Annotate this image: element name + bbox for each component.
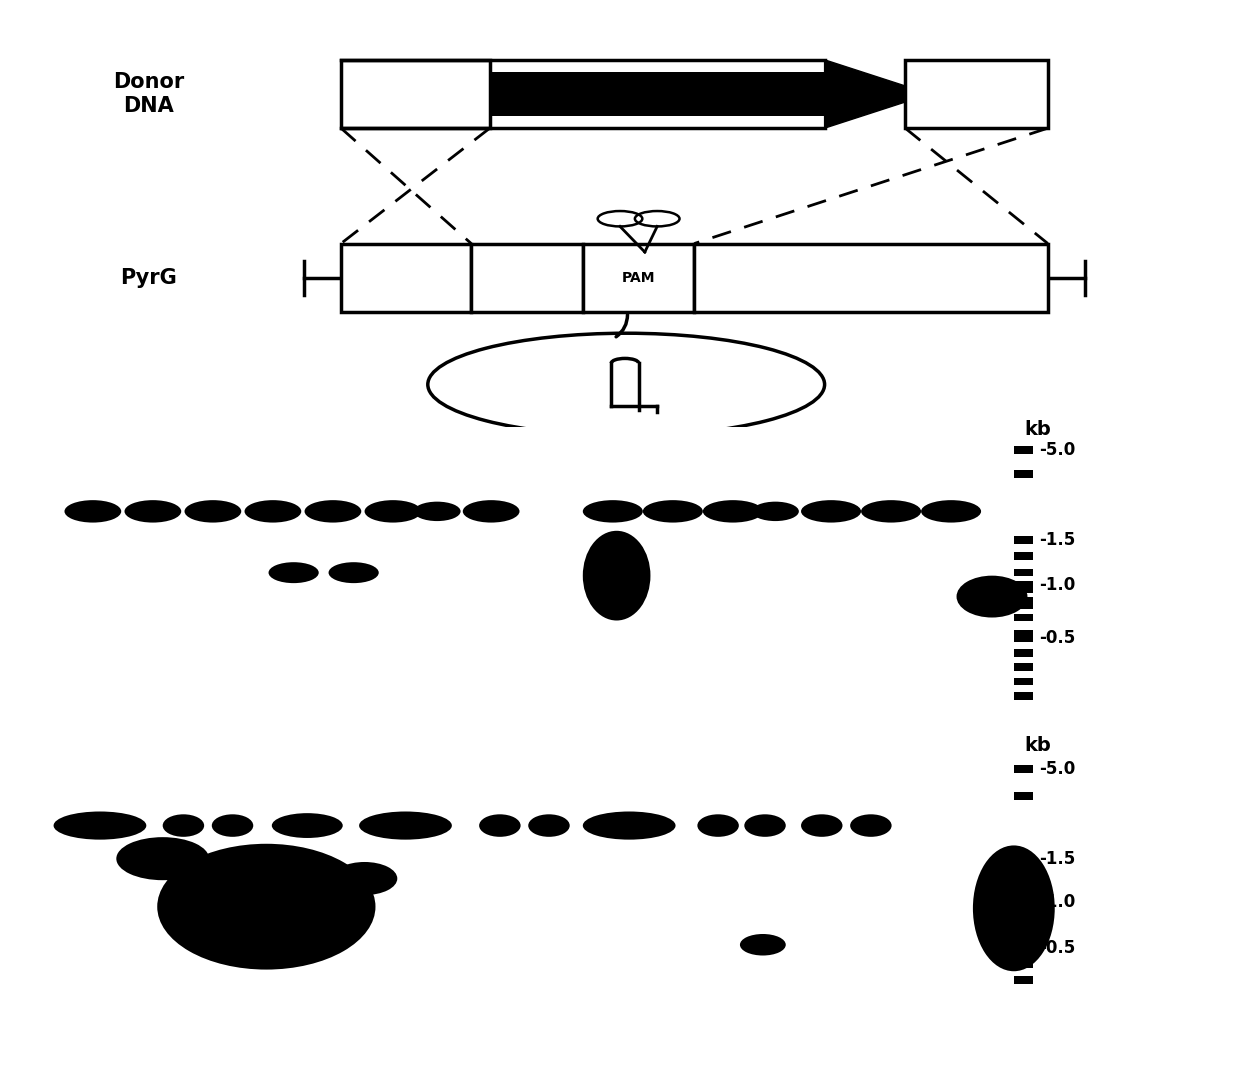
Bar: [1014, 663, 1033, 671]
Polygon shape: [825, 60, 930, 128]
Bar: [1014, 897, 1033, 906]
Ellipse shape: [528, 814, 569, 837]
Text: kb: kb: [1024, 420, 1052, 439]
Bar: [1014, 765, 1033, 773]
Text: -1.5: -1.5: [1039, 531, 1075, 549]
Bar: [1014, 446, 1033, 454]
Ellipse shape: [744, 814, 786, 837]
Text: -5.0: -5.0: [1039, 760, 1075, 779]
Bar: [1014, 960, 1033, 968]
Bar: [1014, 944, 1033, 953]
Ellipse shape: [463, 500, 520, 522]
Ellipse shape: [244, 500, 301, 522]
Bar: [1014, 934, 1033, 942]
Text: -0.5: -0.5: [1039, 629, 1075, 647]
Ellipse shape: [124, 500, 181, 522]
Ellipse shape: [329, 562, 378, 583]
Ellipse shape: [861, 500, 921, 522]
Bar: [905, 60, 1048, 128]
Bar: [1014, 909, 1033, 917]
Ellipse shape: [851, 814, 892, 837]
Ellipse shape: [162, 814, 205, 837]
Bar: [1014, 976, 1033, 984]
Bar: [1014, 891, 1033, 899]
Ellipse shape: [157, 844, 376, 970]
Bar: [1014, 536, 1033, 544]
Ellipse shape: [117, 837, 210, 880]
Bar: [1014, 585, 1033, 593]
Bar: [1014, 873, 1033, 881]
Ellipse shape: [583, 531, 651, 621]
Text: -1.0: -1.0: [1039, 893, 1075, 911]
Ellipse shape: [583, 500, 642, 522]
Bar: [490, 73, 837, 115]
Ellipse shape: [269, 562, 319, 583]
Bar: [1014, 692, 1033, 700]
Ellipse shape: [272, 813, 342, 838]
Text: Donor
DNA: Donor DNA: [113, 73, 185, 115]
Ellipse shape: [414, 502, 460, 521]
Ellipse shape: [801, 500, 861, 522]
Bar: [1014, 791, 1033, 800]
Bar: [583, 244, 694, 312]
Ellipse shape: [921, 500, 981, 522]
Ellipse shape: [305, 500, 361, 522]
Ellipse shape: [365, 500, 422, 522]
Bar: [1014, 614, 1033, 622]
Bar: [1014, 854, 1033, 863]
Text: kb: kb: [1024, 736, 1052, 755]
Bar: [1014, 552, 1033, 560]
Text: -5.0: -5.0: [1039, 441, 1075, 459]
Ellipse shape: [583, 812, 676, 839]
Text: -1.5: -1.5: [1039, 850, 1075, 867]
Ellipse shape: [751, 502, 799, 521]
Bar: [1014, 597, 1033, 604]
Bar: [341, 60, 490, 128]
Ellipse shape: [360, 812, 451, 839]
Bar: [1014, 649, 1033, 657]
Bar: [1014, 602, 1033, 609]
Bar: [1014, 630, 1033, 638]
Bar: [1014, 678, 1033, 686]
Ellipse shape: [53, 812, 146, 839]
Ellipse shape: [703, 500, 763, 522]
Bar: [1014, 634, 1033, 642]
Text: PyrG: PyrG: [120, 268, 177, 287]
Ellipse shape: [740, 934, 786, 956]
Ellipse shape: [956, 576, 1028, 617]
Text: PAM: PAM: [621, 270, 656, 285]
Text: -0.5: -0.5: [1039, 939, 1075, 957]
Ellipse shape: [973, 846, 1055, 971]
Bar: [341, 244, 471, 312]
Text: -1.0: -1.0: [1039, 576, 1075, 594]
Ellipse shape: [479, 814, 521, 837]
Ellipse shape: [185, 500, 242, 522]
Ellipse shape: [801, 814, 842, 837]
Ellipse shape: [697, 814, 739, 837]
Ellipse shape: [332, 862, 397, 895]
Bar: [1014, 470, 1033, 477]
Ellipse shape: [642, 500, 703, 522]
Bar: [1014, 569, 1033, 577]
Ellipse shape: [212, 814, 253, 837]
Bar: [1014, 915, 1033, 924]
Ellipse shape: [64, 500, 122, 522]
Bar: [694, 244, 1048, 312]
Bar: [1014, 581, 1033, 588]
Bar: [471, 244, 583, 312]
